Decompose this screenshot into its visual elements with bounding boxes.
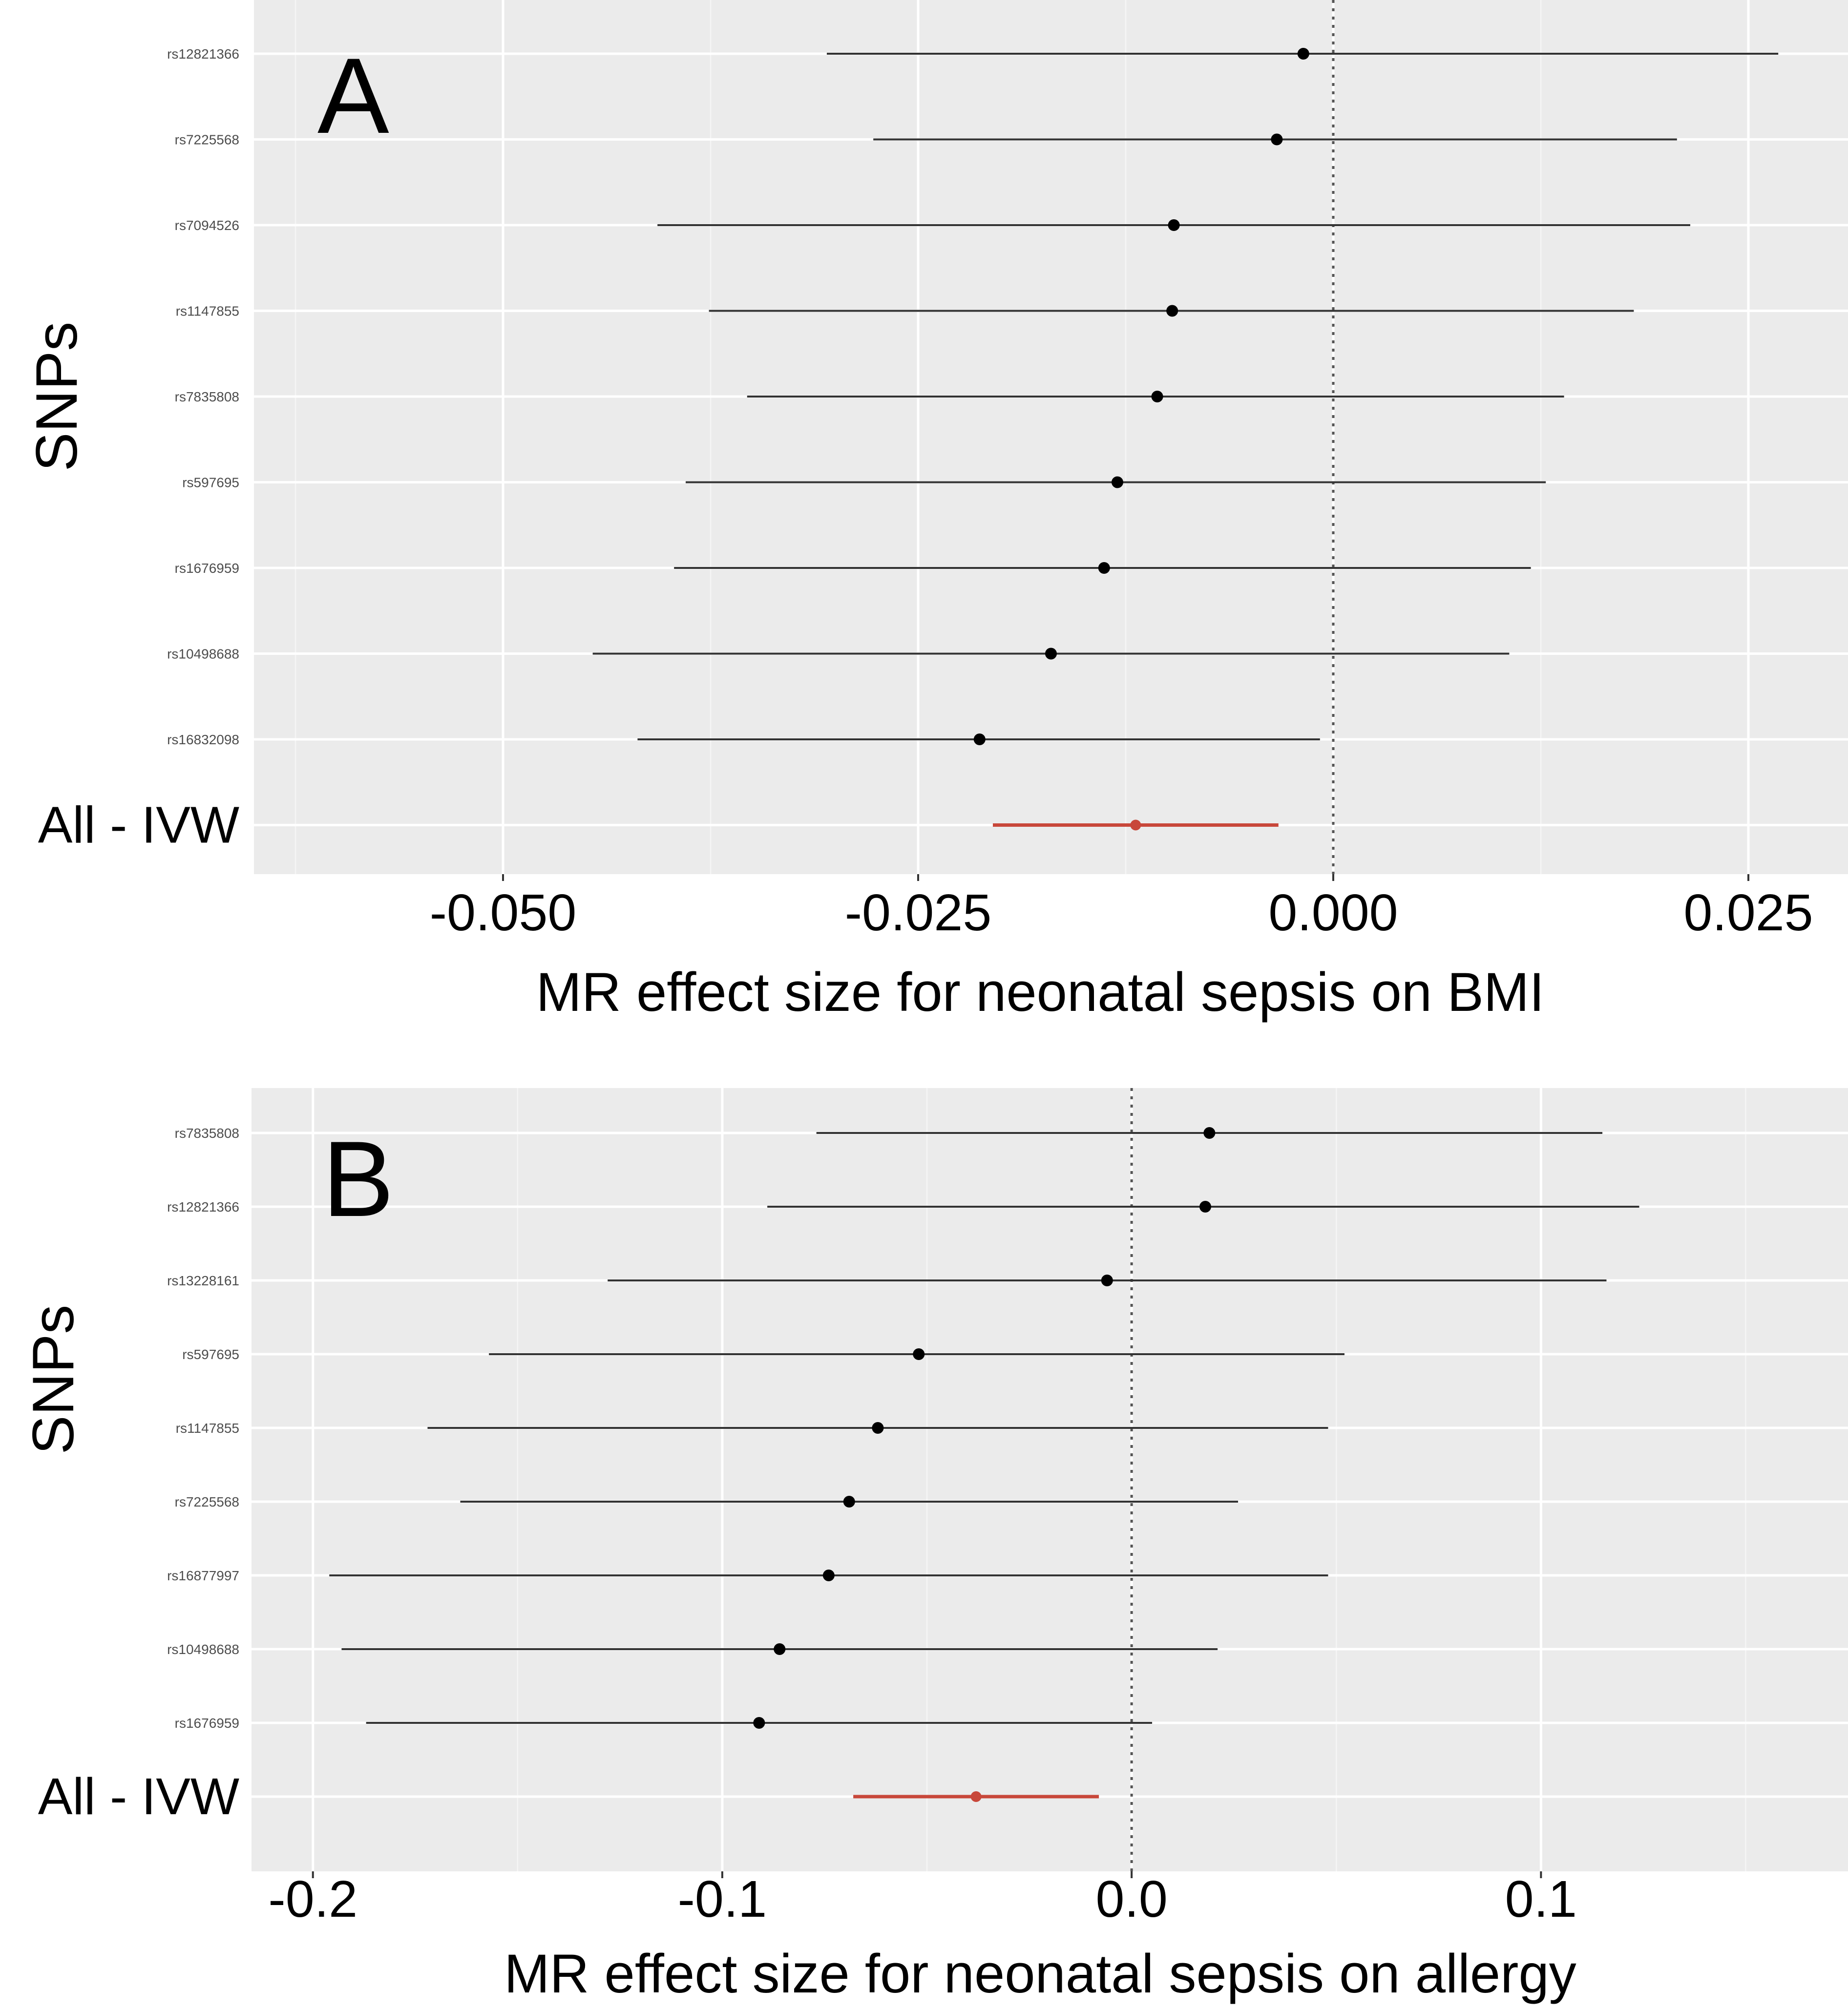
panel-b-point-rs7835808	[1203, 1127, 1216, 1139]
panel-a-snp-label-rs7094526: rs7094526	[175, 218, 239, 233]
panel-b-ivw-point	[970, 1791, 982, 1802]
panel-a-point-rs7094526	[1168, 219, 1180, 231]
panel-a: rs12821366 rs7225568 rs7094526 rs1147855 rs7…	[24, 0, 1848, 1023]
panel-b-snp-label-rs1676959: rs1676959	[175, 1716, 239, 1731]
panel-b-point-rs13228161	[1101, 1275, 1113, 1286]
panel-a-snp-label-rs7225568: rs7225568	[175, 132, 239, 147]
panel-b-snp-label-rs1147855: rs1147855	[176, 1421, 239, 1436]
panel-a-snp-labels: rs12821366 rs7225568 rs7094526 rs1147855 rs7…	[38, 46, 239, 854]
panel-a-x-axis-title: MR effect size for neonatal sepsis on BM…	[536, 962, 1545, 1023]
panel-a-y-axis-title: SNPs	[24, 322, 89, 472]
panel-b-point-rs16877997	[822, 1570, 835, 1581]
panel-a-snp-label-rs1676959: rs1676959	[175, 561, 239, 576]
panel-a-ivw-label: All - IVW	[38, 796, 239, 854]
panel-a-x-tick-label: 0.000	[1268, 884, 1398, 942]
panel-a-snp-label-rs16832098: rs16832098	[167, 732, 239, 747]
panel-b-snp-label-rs10498688: rs10498688	[167, 1642, 239, 1657]
panel-b-marks	[329, 1127, 1639, 1802]
panel-b-snp-label-rs12821366: rs12821366	[167, 1199, 239, 1215]
panel-b-snp-labels: rs7835808 rs12821366 rs13228161 rs597695 rs1…	[38, 1126, 239, 1825]
panel-b: rs7835808 rs12821366 rs13228161 rs597695 rs1…	[21, 1088, 1848, 2004]
panel-a-marks	[592, 48, 1779, 831]
panel-a-snp-label-rs12821366: rs12821366	[167, 46, 239, 62]
panel-b-snp-label-rs7225568: rs7225568	[175, 1494, 239, 1509]
panel-a-point-rs1147855	[1166, 305, 1178, 317]
panel-b-point-rs10498688	[774, 1643, 786, 1655]
panel-a-x-ticks: -0.050 -0.025 0.000 0.025	[430, 874, 1813, 942]
panel-a-point-rs1676959	[1098, 562, 1110, 574]
panel-b-point-rs12821366	[1199, 1201, 1212, 1213]
panel-a-snp-label-rs7835808: rs7835808	[175, 389, 239, 404]
panel-a-point-rs7225568	[1271, 133, 1283, 146]
panel-b-snp-label-rs597695: rs597695	[182, 1347, 239, 1362]
panel-b-point-rs7225568	[843, 1496, 855, 1508]
panel-a-ivw-point	[1130, 819, 1141, 831]
panel-b-x-tick-label: -0.2	[268, 1870, 357, 1928]
panel-a-x-tick-label: 0.025	[1683, 884, 1813, 942]
panel-b-x-tick-label: 0.1	[1505, 1870, 1577, 1928]
panel-a-x-tick-label: -0.050	[430, 884, 577, 942]
panel-b-letter: B	[322, 1119, 394, 1239]
panel-a-snp-label-rs10498688: rs10498688	[167, 647, 239, 662]
panel-b-x-ticks: -0.2 -0.1 0.0 0.1	[268, 1870, 1577, 1928]
panel-a-point-rs12821366	[1297, 48, 1309, 60]
panel-b-point-rs1676959	[753, 1717, 765, 1729]
panel-b-snp-label-rs16877997: rs16877997	[167, 1568, 239, 1583]
panel-a-snp-label-rs597695: rs597695	[182, 475, 239, 490]
panel-b-point-rs597695	[913, 1348, 925, 1360]
panel-b-x-tick-label: -0.1	[678, 1870, 767, 1928]
panel-a-point-rs16832098	[973, 733, 986, 745]
panel-a-point-rs10498688	[1045, 648, 1057, 660]
panel-a-snp-label-rs1147855: rs1147855	[176, 304, 239, 319]
panel-b-ivw-label: All - IVW	[38, 1768, 239, 1825]
panel-b-y-axis-title: SNPs	[21, 1305, 86, 1455]
panel-a-point-rs7835808	[1151, 391, 1163, 402]
panel-b-x-axis-title: MR effect size for neonatal sepsis on al…	[504, 1943, 1576, 2004]
panel-b-snp-label-rs13228161: rs13228161	[167, 1273, 239, 1288]
panel-b-x-tick-label: 0.0	[1095, 1870, 1167, 1928]
panel-b-snp-label-rs7835808: rs7835808	[175, 1126, 239, 1141]
panel-a-point-rs597695	[1112, 476, 1123, 488]
panel-a-background	[254, 0, 1848, 874]
panel-b-point-rs1147855	[872, 1422, 884, 1434]
panel-a-letter: A	[317, 36, 389, 156]
panel-a-x-tick-label: -0.025	[845, 884, 992, 942]
